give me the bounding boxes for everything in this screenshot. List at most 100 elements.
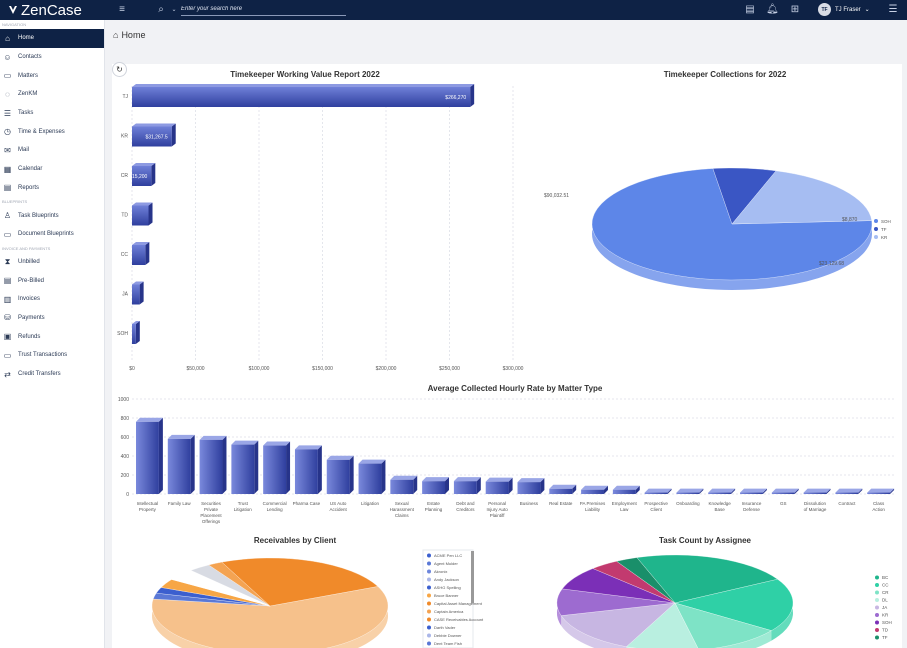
sidebar-item-invoices[interactable]: ▥ Invoices: [3, 294, 41, 304]
x-tick-label: Prospective: [644, 501, 668, 506]
sidebar-item-refunds[interactable]: ▣ Refunds: [3, 332, 41, 342]
data-label: $266,270: [445, 95, 466, 101]
bar-side: [349, 455, 354, 494]
bar-top: [132, 163, 156, 166]
bar: [740, 492, 763, 494]
x-tick-label: Creditors: [456, 507, 475, 512]
bar-side: [151, 163, 156, 186]
sidebar-item-home[interactable]: ⌂ Home: [0, 29, 104, 48]
sidebar-item-tasks[interactable]: ☰ Tasks: [3, 108, 34, 118]
legend-label: TF: [881, 227, 887, 232]
task-count-slice: [636, 554, 778, 604]
legend-label: CC: [882, 583, 889, 588]
bar-top: [167, 434, 195, 439]
sidebar-item-calendar[interactable]: ▦ Calendar: [3, 164, 43, 174]
bar: [771, 492, 795, 494]
x-tick-label: Litigation: [361, 501, 380, 506]
search-input[interactable]: [181, 3, 346, 16]
data-label: $15,200: [129, 174, 147, 180]
task-count-slice-side: [561, 615, 627, 648]
bar-top: [740, 488, 767, 493]
legend-marker: [427, 617, 431, 622]
x-tick-label: Property: [139, 507, 157, 512]
x-tick-label: Accident: [330, 507, 348, 512]
sidebar-item-matters[interactable]: ▭ Matters: [3, 71, 39, 81]
legend-marker: [875, 620, 879, 625]
y-tick-label: CR: [121, 173, 129, 179]
legend-label: ACME Pen LLC: [434, 553, 462, 558]
user-menu[interactable]: TF TJ Fraser ⌄: [818, 3, 870, 16]
legend-marker: [875, 613, 879, 617]
task-count-slice: [674, 579, 794, 631]
mail-icon: ✉: [4, 145, 11, 155]
bell-icon[interactable]: 🔔︎: [766, 4, 779, 15]
x-tick-label: Private: [204, 507, 219, 512]
legend-label: JA: [882, 605, 887, 610]
legend-marker: [427, 593, 431, 598]
legend-marker: [427, 625, 431, 630]
sidebar-item-document-blueprints[interactable]: ▭ Document Blueprints: [3, 229, 74, 239]
bar-side: [381, 459, 386, 494]
chevron-down-icon[interactable]: ⌄: [171, 6, 177, 13]
bar-side: [145, 242, 150, 265]
hamburger-menu-icon[interactable]: ≡: [119, 4, 125, 15]
legend-label: KR: [882, 613, 889, 618]
sidebar-item-credit-transfers[interactable]: ⇄ Credit Transfers: [4, 369, 61, 379]
y-tick-label: CC: [121, 252, 129, 258]
legend-label: DL: [882, 598, 888, 603]
clock-icon: ◷: [4, 127, 11, 137]
search-icon[interactable]: ⌕: [158, 3, 164, 15]
message-icon[interactable]: ▤: [745, 4, 755, 15]
legend-marker: [875, 598, 879, 602]
legend-marker: [427, 569, 431, 574]
x-tick-label: GS: [780, 501, 787, 506]
app-logo[interactable]: ZenCase: [8, 0, 82, 20]
sidebar-item-pre-billed[interactable]: ▤ Pre-Billed: [3, 276, 45, 286]
task-count-slice: [674, 602, 772, 648]
sidebar-section-label: INVOICE AND PAYMENTS: [2, 245, 51, 251]
bar-top: [132, 84, 475, 87]
home-icon[interactable]: ⌂: [113, 30, 119, 40]
bar: [263, 445, 287, 494]
receivables-slice: [151, 586, 389, 648]
legend-label: BC: [882, 575, 889, 580]
briefcase-icon: ▭: [3, 71, 12, 81]
legend-marker: [427, 601, 431, 606]
receivables-slice-side: [152, 586, 388, 648]
bar-side: [413, 475, 418, 494]
sidebar-item-contacts[interactable]: ☺ Contacts: [3, 52, 42, 62]
x-tick-label: Real Estate: [549, 501, 573, 506]
sidebar-item-time-expenses[interactable]: ◷ Time & Expenses: [4, 127, 65, 137]
y-tick-label: 400: [121, 454, 130, 460]
refresh-button[interactable]: ↻: [112, 62, 127, 77]
breadcrumb-home[interactable]: Home: [121, 30, 146, 40]
legend-marker: [874, 235, 878, 239]
sidebar-item-payments[interactable]: ⛁ Payments: [4, 313, 45, 323]
bar: [132, 205, 149, 226]
reports-icon: ▤: [3, 183, 12, 193]
sidebar-item-trust-transactions[interactable]: ▭ Trust Transactions: [3, 350, 68, 360]
sidebar-item-unbilled[interactable]: ⧗ Unbilled: [4, 257, 40, 267]
x-tick-label: of Marriage: [804, 507, 827, 512]
bar-top: [612, 485, 640, 490]
sidebar: NAVIGATION ⌂ Home ☺ Contacts ▭ Matters ◌ Zen…: [0, 20, 105, 648]
sidebar-item-task-blueprints[interactable]: ♙ Task Blueprints: [3, 211, 59, 221]
x-tick-label: $150,000: [312, 366, 333, 372]
legend-label: Agent Mulder: [434, 561, 458, 566]
sidebar-item-reports[interactable]: ▤ Reports: [3, 183, 40, 193]
sidebar-toggle-icon[interactable]: ☰: [888, 4, 898, 15]
sidebar-section-label: BLUEPRINTS: [2, 199, 28, 205]
sidebar-item-zenkm[interactable]: ◌ ZenKM: [0, 85, 104, 104]
contacts-icon: ☺: [3, 52, 12, 62]
y-tick-label: 0: [126, 492, 129, 498]
bar-side: [603, 485, 608, 494]
sidebar-item-mail[interactable]: ✉ Mail: [4, 145, 30, 155]
breadcrumb: ⌂ Home: [113, 30, 145, 40]
sidebar-section-label: NAVIGATION: [2, 22, 27, 27]
x-tick-label: Knowledge: [709, 501, 732, 506]
bar-side: [635, 485, 640, 494]
bar: [708, 492, 732, 494]
task-count-slice-side: [716, 630, 772, 648]
plus-box-icon[interactable]: ⊞: [790, 4, 800, 15]
receivables-slice: [221, 557, 379, 607]
